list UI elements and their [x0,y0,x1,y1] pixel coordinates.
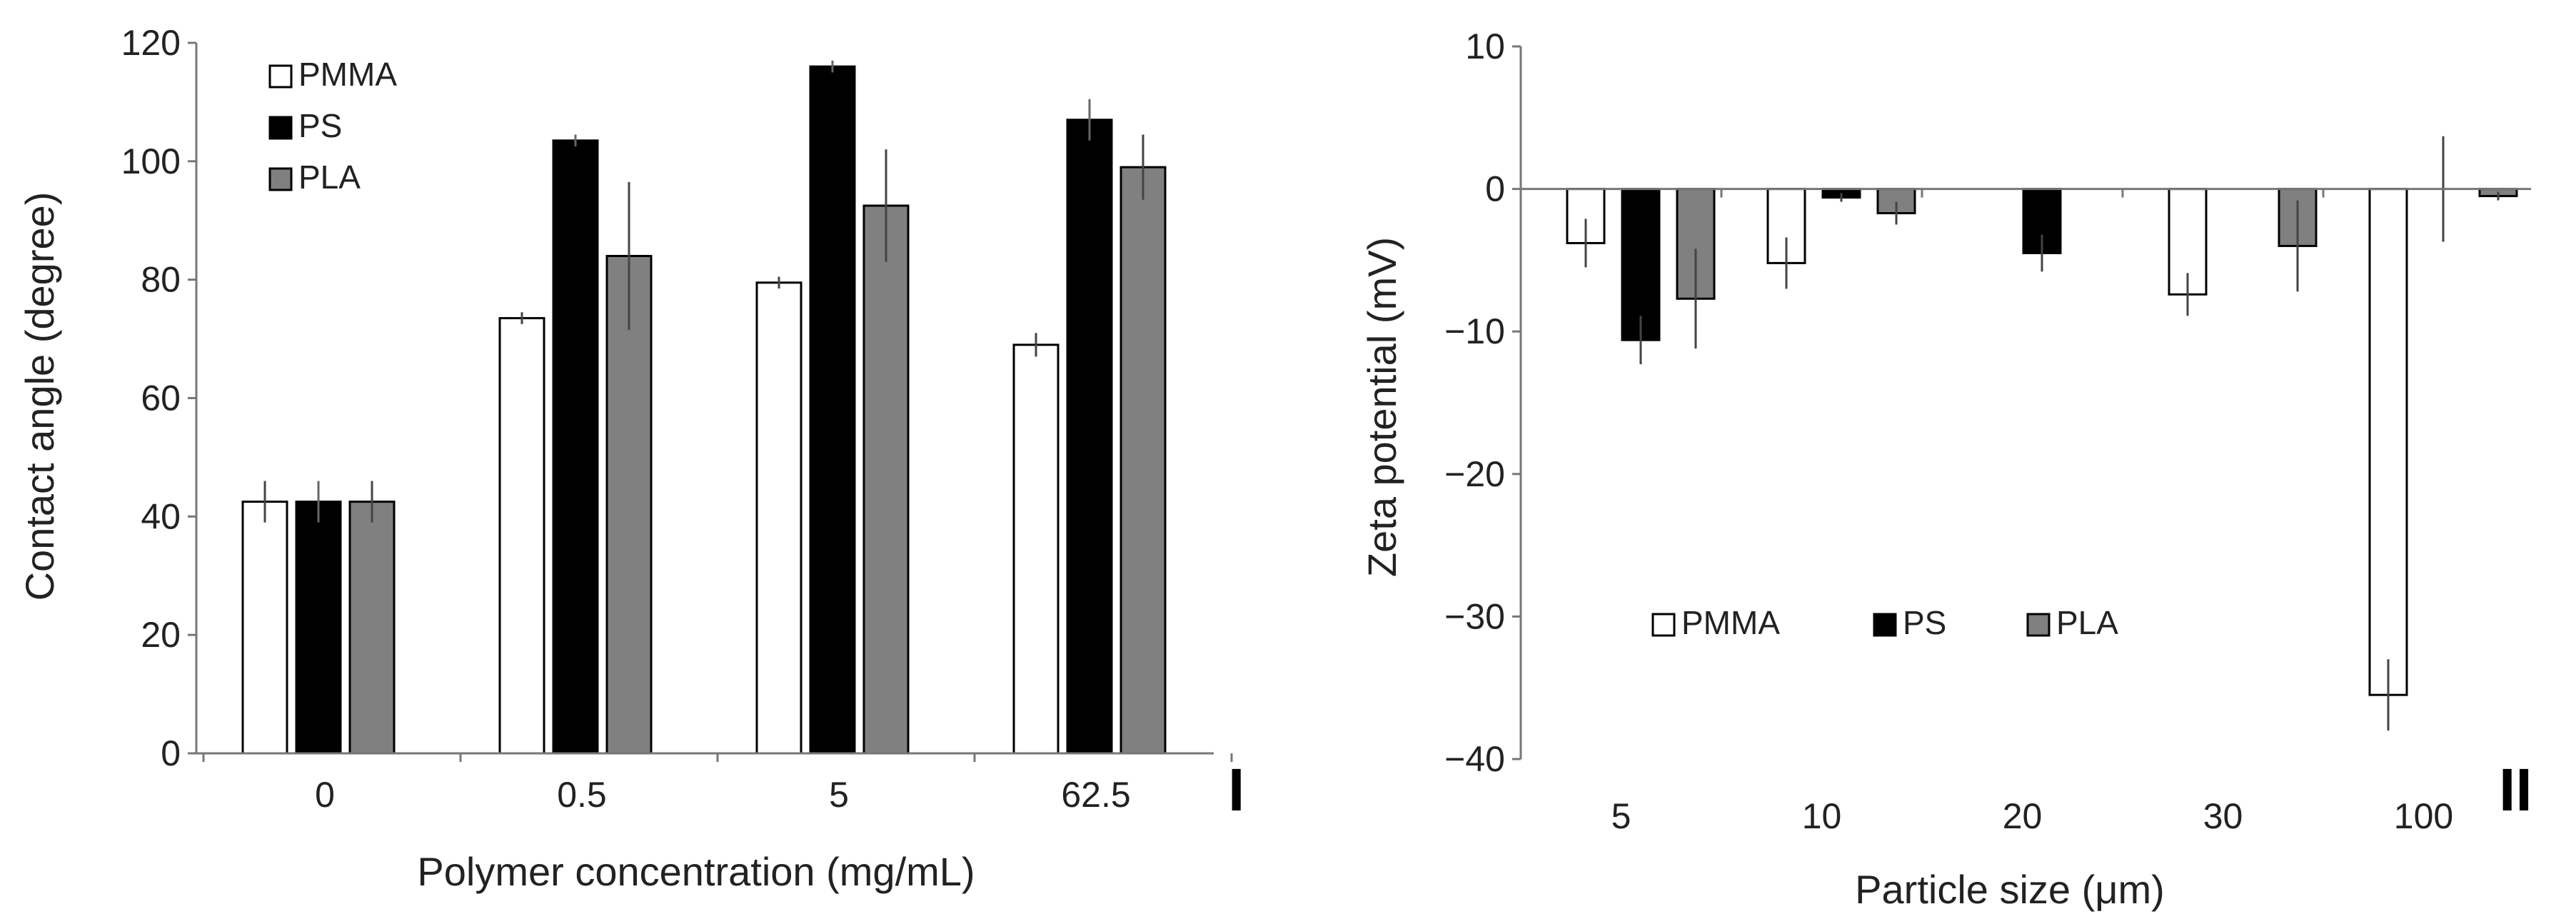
zeta-potential-bars [1566,188,2518,696]
y-tick-label: 120 [121,23,181,63]
panel-label-ii: II [2499,756,2532,823]
bar-pla-62.5 [1120,166,1167,755]
legend-label-ps: PS [1903,604,1946,641]
legend-swatch-pmma [268,64,293,89]
y-tick-label: 60 [141,378,181,418]
y-tick-label: −30 [1444,596,1505,636]
x-tick-label: 100 [2394,796,2453,836]
contact-angle-tick-labels: 0 0.5 5 62.5 0 20 40 60 80 100 120 [121,23,1131,815]
contact-angle-bars [241,65,1167,755]
legend-label-pla: PLA [298,159,361,196]
contact-angle-y-axis-title: Contact angle (degree) [17,192,62,601]
bar-pmma-0.5 [498,317,545,755]
bar-pla-0.5 [605,255,653,755]
bar-ps-0 [295,501,342,755]
bar-pla-0 [348,501,396,755]
y-tick-label: 0 [1485,169,1505,209]
x-tick-label: 5 [829,775,849,815]
legend-label-pmma: PMMA [1681,604,1780,641]
y-tick-label: −20 [1444,454,1505,494]
zeta-potential-axes [1512,45,2531,760]
zeta-potential-tick-labels: 5 10 20 30 100 −40 −30 −20 −10 0 10 [1444,26,2453,836]
bar-pmma-62.5 [1012,343,1060,755]
legend-label-pla: PLA [2056,604,2118,641]
y-tick-label: 0 [161,733,181,773]
x-tick-label: 30 [2203,796,2243,836]
y-tick-label: 20 [141,615,181,655]
y-tick-label: 100 [121,141,181,181]
x-tick-label: 62.5 [1061,775,1130,815]
y-tick-label: 40 [141,496,181,536]
bar-ps-5 [1621,188,1661,341]
y-tick-label: −40 [1444,739,1505,779]
x-tick-label: 20 [2003,796,2043,836]
bar-ps-0.5 [552,139,599,755]
legend-swatch-pmma [1651,613,1676,637]
zeta-potential-y-axis-title: Zeta potential (mV) [1359,237,1404,577]
bar-ps-5 [809,65,856,755]
legend-swatch-ps [268,116,293,140]
contact-angle-legend: PMMA PS PLA [268,56,397,196]
bar-pla-5 [862,204,910,755]
contact-angle-error-bars [263,60,1144,523]
legend-swatch-pla [2026,613,2051,637]
bar-pmma-0 [241,501,288,755]
legend-label-ps: PS [298,107,342,144]
bar-pmma-5 [755,281,803,755]
panel-label-i: I [1228,756,1244,823]
y-tick-label: 80 [141,260,181,300]
y-tick-label: −10 [1444,311,1505,351]
legend-swatch-pla [268,167,293,191]
y-tick-label: 10 [1465,26,1505,66]
bar-ps-62.5 [1066,119,1113,755]
x-tick-label: 10 [1802,796,1842,836]
contact-angle-x-axis-title: Polymer concentration (mg/mL) [417,849,975,894]
zeta-potential-legend: PMMA PS PLA [1651,604,2118,641]
contact-angle-chart: 0 0.5 5 62.5 0 20 40 60 80 100 120 Contact angle (… [17,23,1244,894]
x-tick-label: 0.5 [557,775,607,815]
x-tick-label: 5 [1611,796,1631,836]
zeta-potential-x-axis-title: Particle size (μm) [1855,867,2165,912]
legend-label-pmma: PMMA [298,56,397,93]
contact-angle-axes [188,41,1233,762]
legend-swatch-ps [1873,613,1897,637]
bar-pmma-100 [2368,188,2408,696]
x-tick-label: 0 [315,775,335,815]
zeta-potential-chart: 5 10 20 30 100 −40 −30 −20 −10 0 10 Zeta potential… [1359,26,2532,912]
